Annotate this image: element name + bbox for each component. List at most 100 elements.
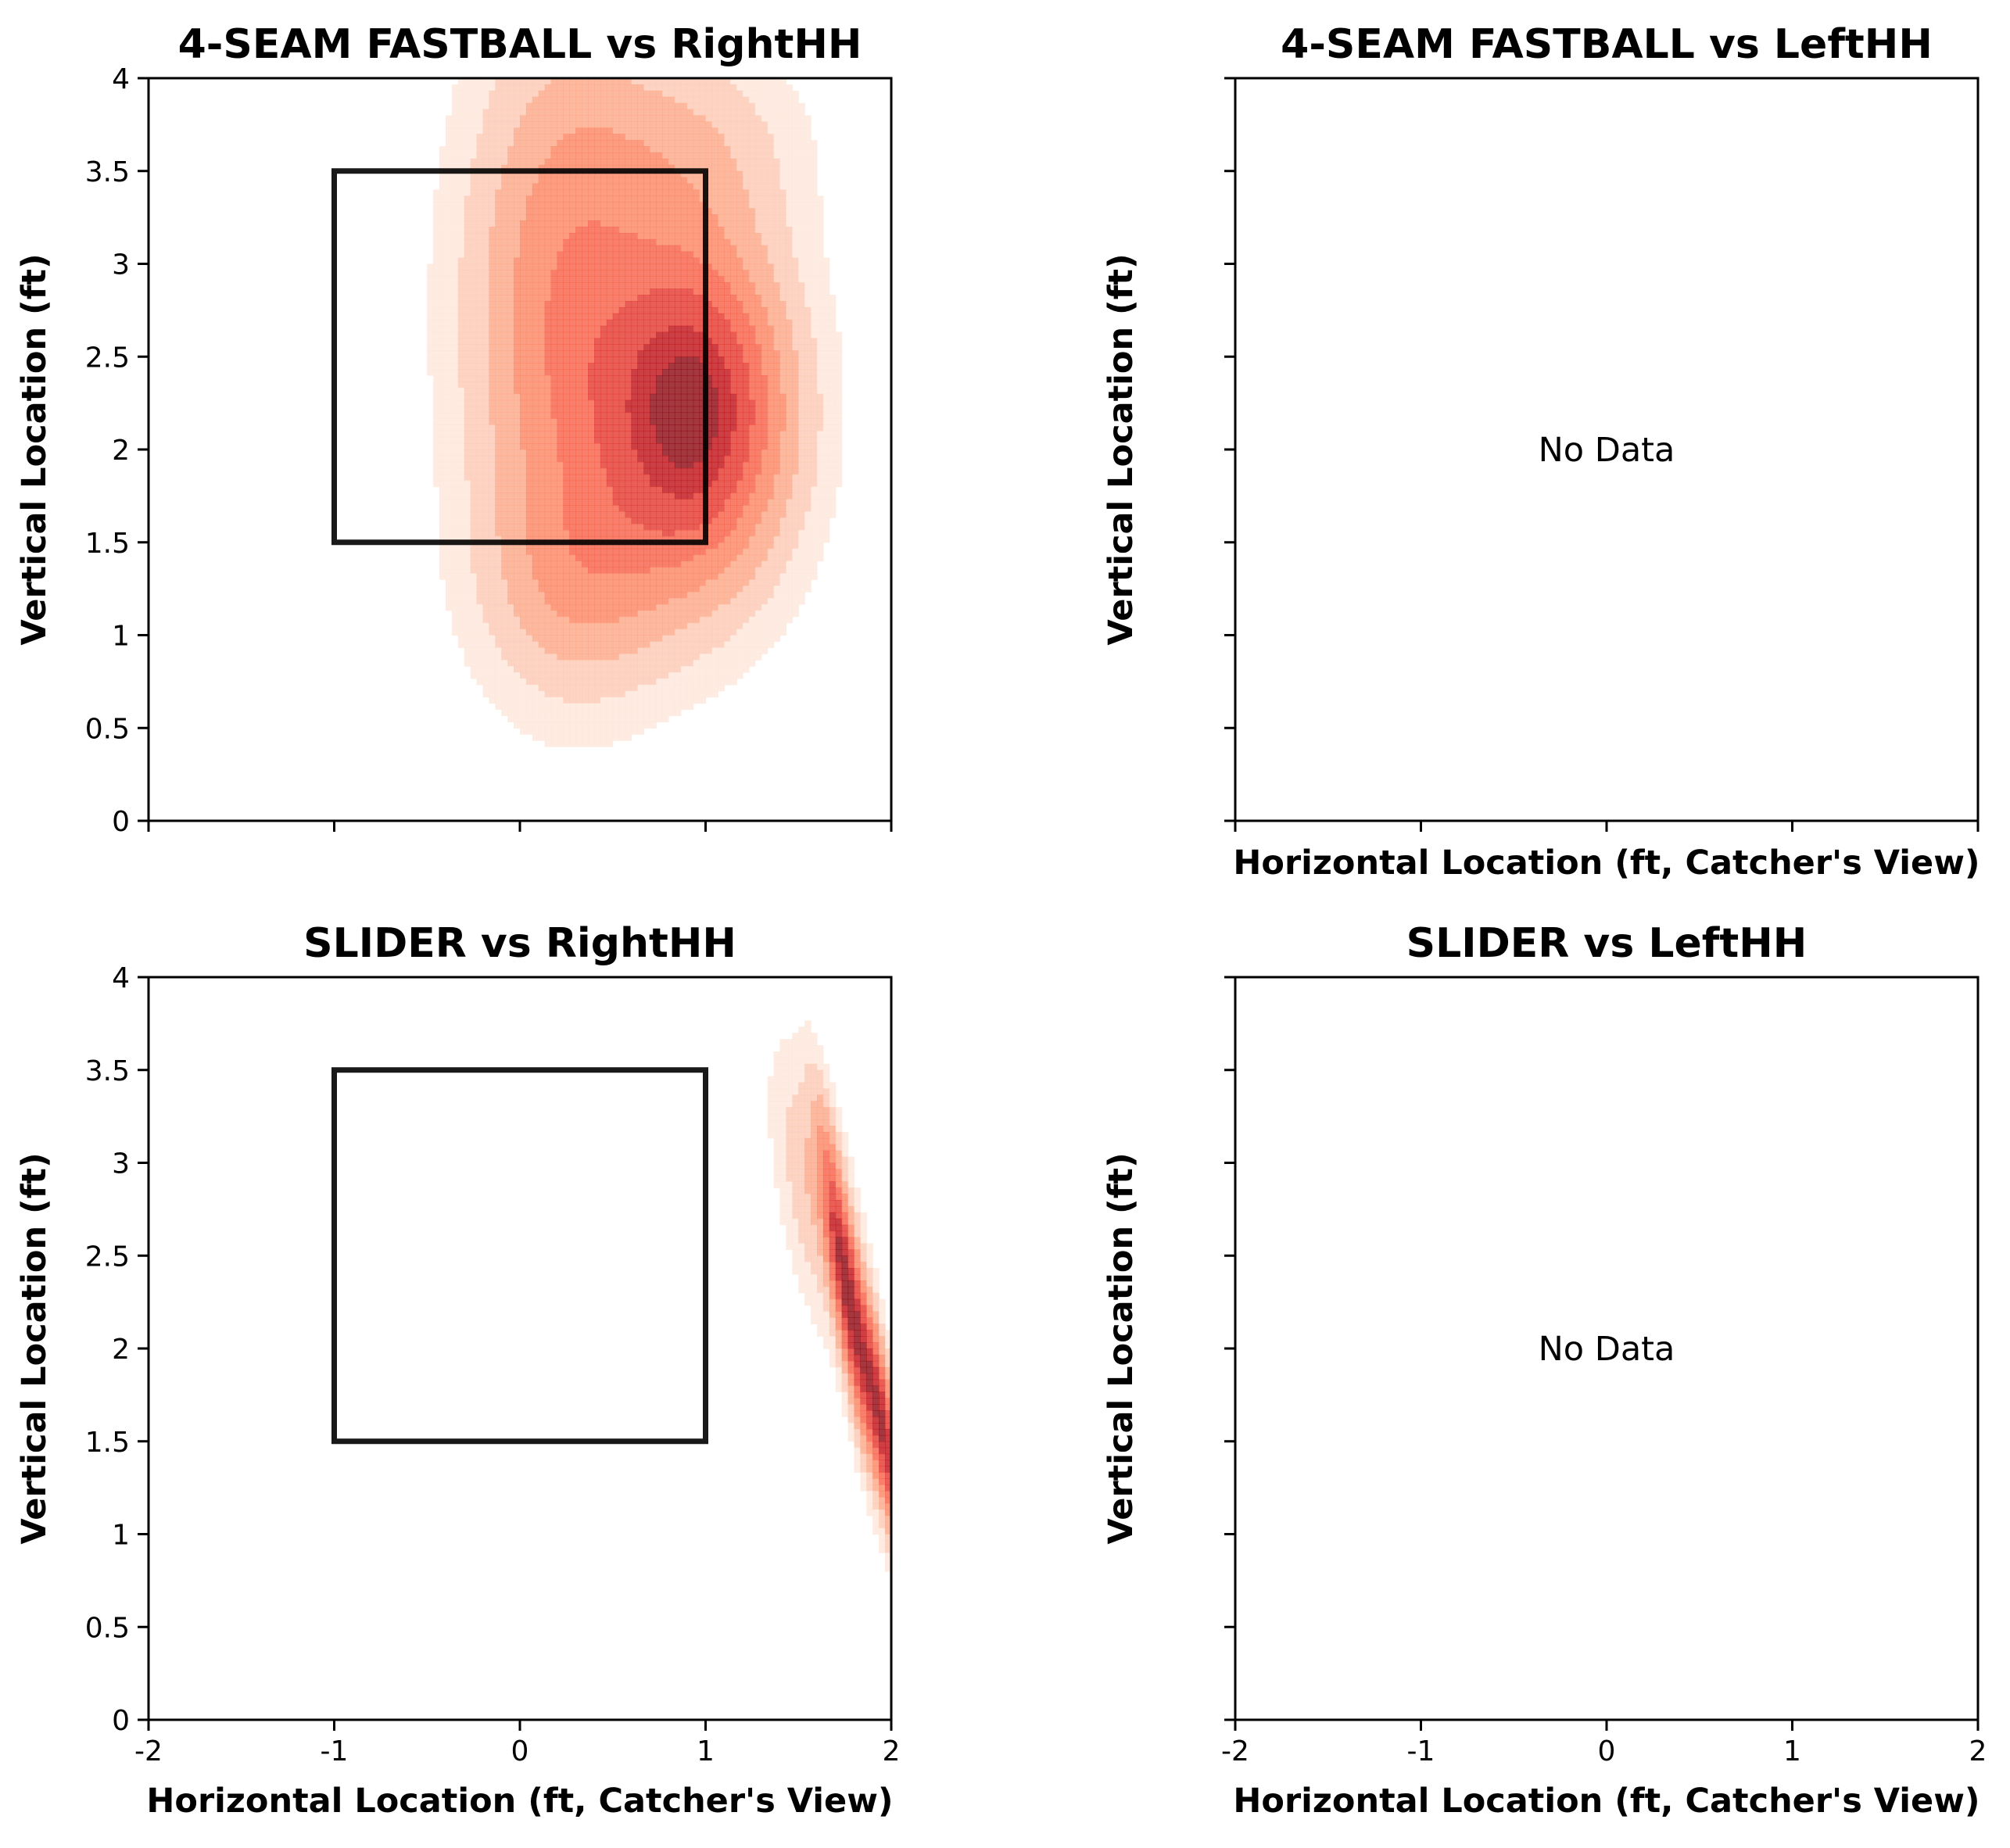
density-cell (439, 158, 446, 166)
density-cell (705, 319, 713, 327)
density-cell (544, 288, 552, 295)
density-cell (718, 554, 725, 562)
density-cell (693, 598, 700, 605)
density-cell (606, 202, 614, 209)
density-cell (606, 412, 614, 420)
density-cell (612, 424, 620, 432)
density-cell (525, 511, 533, 518)
density-cell (656, 214, 663, 221)
density-cell (569, 295, 576, 302)
density-cell (606, 214, 614, 221)
density-cell (501, 603, 508, 611)
density-cell (501, 684, 508, 692)
density-cell (637, 690, 644, 698)
density-cell (650, 301, 657, 308)
density-cell (699, 140, 707, 147)
density-cell (575, 573, 582, 580)
density-cell (662, 672, 669, 679)
density-cell (482, 387, 490, 395)
density-cell (582, 158, 589, 166)
density-cell (686, 319, 694, 327)
density-cell (606, 684, 614, 692)
density-cell (582, 437, 589, 444)
density-cell (557, 610, 564, 618)
density-cell (569, 115, 576, 123)
density-cell (575, 257, 582, 265)
density-cell (606, 288, 614, 295)
density-cell (507, 703, 514, 711)
density-cell (451, 220, 459, 227)
density-cell (705, 257, 713, 265)
density-cell (464, 449, 471, 457)
density-cell (618, 678, 626, 686)
density-cell (662, 90, 669, 98)
density-cell (451, 183, 459, 191)
density-cell (569, 449, 576, 457)
density-cell (674, 567, 682, 574)
density-cell (637, 393, 644, 401)
density-cell (711, 535, 718, 543)
density-cell (525, 276, 533, 283)
density-cell (718, 437, 725, 444)
density-cell (730, 195, 737, 202)
density-cell (550, 121, 558, 128)
density-cell (637, 109, 644, 116)
density-cell (457, 554, 465, 562)
density-cell (482, 363, 490, 370)
density-cell (489, 654, 496, 661)
density-cell (557, 709, 564, 717)
density-cell (544, 276, 552, 283)
density-cell (625, 134, 632, 141)
density-cell (686, 573, 694, 580)
density-cell (520, 195, 527, 202)
density-cell (532, 684, 539, 692)
density-cell (618, 295, 626, 302)
density-cell (612, 728, 620, 735)
density-cell (514, 232, 521, 240)
density-cell (544, 115, 552, 123)
density-cell (612, 690, 620, 698)
density-cell (686, 406, 694, 414)
density-cell (606, 158, 614, 166)
density-cell (612, 245, 620, 252)
density-cell (674, 399, 682, 407)
density-cell (618, 170, 626, 178)
density-cell (699, 399, 707, 407)
density-cell (680, 164, 688, 172)
density-cell (550, 146, 558, 153)
density-cell (538, 78, 546, 85)
density-cell (489, 90, 496, 98)
density-cell (575, 102, 582, 110)
density-cell (693, 375, 700, 382)
density-cell (618, 467, 626, 475)
density-cell (525, 603, 533, 611)
density-cell (588, 232, 595, 240)
density-cell (686, 524, 694, 531)
density-cell (489, 313, 496, 321)
density-cell (525, 660, 533, 667)
density-cell (464, 603, 471, 611)
density-cell (550, 511, 558, 518)
density-cell (501, 641, 508, 648)
density-cell (514, 109, 521, 116)
density-cell (631, 399, 639, 407)
density-cell (699, 338, 707, 346)
density-cell (446, 232, 453, 240)
density-cell (464, 301, 471, 308)
density-cell (699, 684, 707, 692)
density-cell (501, 251, 508, 259)
density-cell (482, 183, 490, 191)
density-cell (588, 740, 595, 747)
density-cell (538, 96, 546, 104)
density-cell (563, 443, 570, 450)
density-cell (532, 461, 539, 469)
density-cell (594, 214, 601, 221)
density-cell (557, 170, 564, 178)
density-cell (550, 518, 558, 525)
density-cell (495, 96, 502, 104)
density-cell (569, 418, 576, 425)
density-cell (650, 586, 657, 593)
density-cell (501, 375, 508, 382)
density-cell (724, 170, 731, 178)
density-cell (680, 331, 688, 339)
